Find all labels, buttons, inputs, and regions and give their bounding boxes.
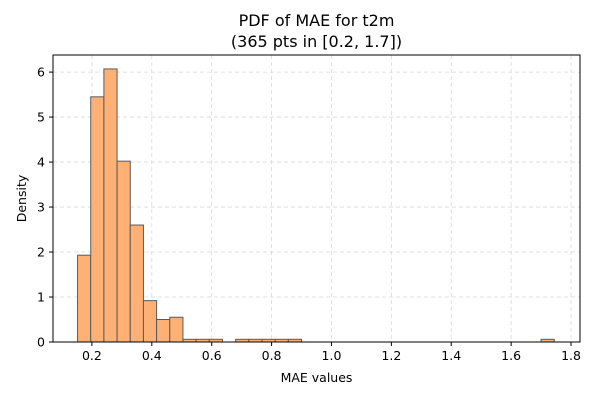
y-tick-label: 2 xyxy=(37,245,45,260)
histogram-bar xyxy=(142,300,158,343)
bars-layer xyxy=(77,68,555,343)
x-tick-label: 0.4 xyxy=(142,348,162,363)
y-tick-label: 5 xyxy=(37,110,45,125)
chart-title: PDF of MAE for t2m xyxy=(239,11,395,30)
y-tick-label: 1 xyxy=(37,290,45,305)
x-tick-label: 1.4 xyxy=(441,348,461,363)
x-tick-label: 1.0 xyxy=(322,348,342,363)
histogram-bar xyxy=(169,316,184,343)
x-tick-label: 1.6 xyxy=(501,348,521,363)
x-tick-label: 0.2 xyxy=(82,348,102,363)
histogram-bar xyxy=(77,254,92,343)
histogram-bar xyxy=(103,68,118,343)
x-tick-label: 1.8 xyxy=(561,348,581,363)
x-axis-label: MAE values xyxy=(281,370,353,385)
x-tick-label: 1.2 xyxy=(381,348,401,363)
y-tick-label: 6 xyxy=(37,65,45,80)
histogram-bar xyxy=(90,96,105,343)
y-axis-label: Density xyxy=(14,174,29,222)
plot-frame xyxy=(52,54,581,343)
chart-subtitle: (365 pts in [0.2, 1.7]) xyxy=(231,32,402,51)
ticks-layer: 0.2 0.4 0.6 0.8 1.0 1.2 1.4 1.6 1.8 0 1 2 3 4 5 6 xyxy=(37,65,581,363)
histogram-bar xyxy=(129,224,144,343)
y-tick-label: 4 xyxy=(37,155,45,170)
y-tick-label: 3 xyxy=(37,200,45,215)
histogram-bar xyxy=(156,319,171,343)
x-tick-label: 0.8 xyxy=(262,348,282,363)
histogram-bar xyxy=(116,160,131,343)
y-tick-label: 0 xyxy=(37,335,45,350)
x-tick-label: 0.6 xyxy=(202,348,222,363)
